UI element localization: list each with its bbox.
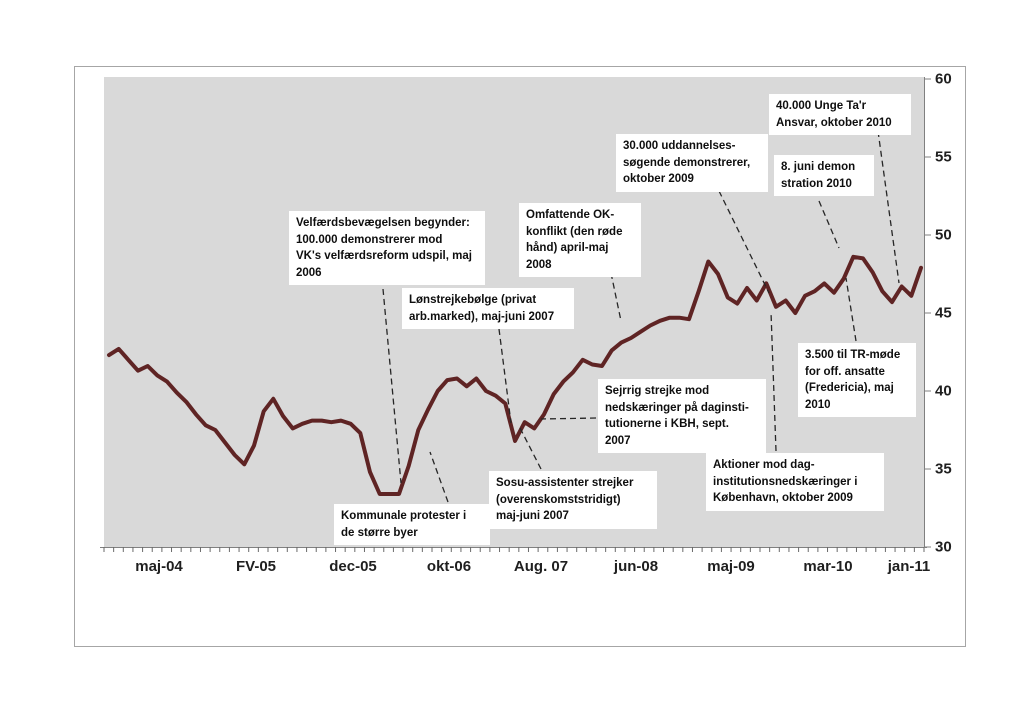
x-axis-tick-label: maj-04: [135, 558, 183, 575]
annotation-callout: Aktioner mod dag- institutionsnedskæring…: [706, 453, 884, 511]
annotation-callout: Omfattende OK- konflikt (den røde hånd) …: [519, 203, 641, 277]
x-axis-tick-label: dec-05: [329, 558, 377, 575]
y-axis-tick-label: 60: [935, 70, 952, 88]
annotation-callout: Sosu-assistenter strejker (overenskomsts…: [489, 471, 657, 529]
x-axis-tick-label: jun-08: [613, 558, 659, 575]
annotation-callout: 3.500 til TR-møde for off. ansatte (Fred…: [798, 343, 916, 417]
y-axis-tick-label: 40: [935, 382, 952, 400]
annotation-leader-line: [382, 288, 402, 484]
annotation-leader-line: [610, 272, 622, 322]
annotation-leader-line: [818, 200, 840, 249]
annotation-callout: Lønstrejkebølge (privat arb.marked), maj…: [402, 288, 574, 329]
chart-figure: 60 55 50 45 40 35 30 maj-04 FV-05 dec-05 okt-06 Aug…: [74, 66, 966, 647]
data-series-line: [107, 254, 923, 496]
y-axis-tick-label: 45: [935, 304, 952, 322]
annotation-leader-line: [877, 130, 900, 284]
annotation-callout: 40.000 Unge Ta'r Ansvar, oktober 2010: [769, 94, 911, 135]
annotation-leader-line: [429, 451, 449, 503]
annotation-callout: 8. juni demon stration 2010: [774, 155, 874, 196]
x-axis-tick-label: okt-06: [426, 558, 472, 575]
y-axis-tick-label: 55: [935, 148, 952, 166]
x-axis-tick-label: FV-05: [235, 558, 277, 575]
annotation-leader-line: [845, 277, 857, 342]
annotation-callout: Sejrrig strejke mod nedskæringer på dagi…: [598, 379, 766, 453]
annotation-callout: Velfærdsbevægelsen begynder: 100.000 dem…: [289, 211, 485, 285]
annotation-callout: 30.000 uddannelses- søgende demonstrerer…: [616, 134, 768, 192]
x-axis-tick-label: maj-09: [707, 558, 755, 575]
x-axis-tick-label: jan-11: [887, 558, 931, 575]
y-axis-tick-label: 30: [935, 538, 952, 556]
x-axis-tick-label: Aug. 07: [513, 558, 569, 575]
annotation-leader-line: [718, 190, 770, 294]
annotation-callout: Kommunale protester i de større byer: [334, 504, 490, 545]
y-axis-tick-label: 50: [935, 226, 952, 244]
annotation-leader-line: [540, 417, 597, 420]
x-axis-tick-label: mar-10: [803, 558, 853, 575]
annotation-leader-line: [518, 425, 542, 470]
annotation-leader-line: [770, 311, 777, 452]
y-axis-tick-label: 35: [935, 460, 952, 478]
annotation-leader-line: [498, 328, 512, 424]
